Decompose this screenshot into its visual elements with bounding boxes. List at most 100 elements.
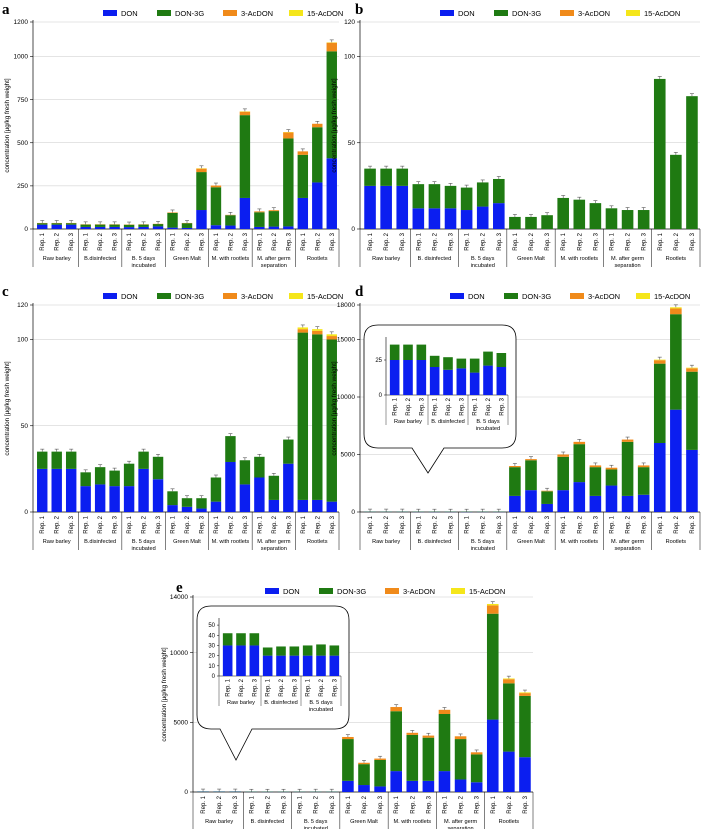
x-tick-label: Rep. 3 (593, 515, 599, 533)
inset-x-tick-label: Rep. 3 (332, 678, 338, 696)
x-tick-label: Rep. 3 (426, 795, 432, 813)
bar-don-3g (476, 182, 489, 207)
bar-don-3g (686, 96, 698, 229)
bar-don-3g (268, 211, 280, 227)
x-tick-label: Rep. 2 (185, 232, 191, 250)
bar-don (444, 208, 457, 229)
inset-group-label: B. disinfected (431, 419, 465, 425)
bar-don (326, 501, 337, 512)
bar-don-3g (297, 154, 309, 198)
inset-y-tick-label: 20 (208, 654, 215, 660)
x-tick-label: Rep. 1 (465, 232, 471, 250)
x-tick-label: Rep. 2 (142, 515, 148, 533)
bar-don-3g (80, 472, 91, 487)
bar-don-3g (519, 695, 531, 758)
bar-3-acdon (254, 211, 265, 213)
bar-3-acdon (210, 185, 222, 188)
bar-don (589, 495, 602, 512)
bar-don (123, 227, 135, 229)
legend-swatch (157, 293, 171, 299)
bar-don (686, 449, 698, 512)
bar-don (152, 479, 164, 512)
x-tick-label: Rep. 2 (98, 515, 104, 533)
inset-x-tick-label: Rep. 3 (419, 397, 425, 415)
bar-don (653, 443, 666, 512)
x-tick-label: Rep. 3 (156, 232, 162, 250)
inset-bar-don (416, 360, 427, 395)
x-tick-label: Rep. 2 (265, 795, 271, 813)
bar-don (65, 224, 77, 229)
bar-don-3g (573, 199, 586, 229)
x-tick-label: Rep. 2 (384, 515, 390, 533)
x-tick-label: Rep. 1 (416, 232, 422, 250)
bar-don (396, 185, 409, 229)
x-tick-label: Rep. 1 (513, 515, 519, 533)
group-label: Raw barley (205, 819, 233, 825)
legend-swatch (103, 293, 117, 299)
y-tick-label: 0 (24, 226, 28, 233)
y-tick-label: 750 (17, 97, 28, 104)
group-label: M. with rootlets (212, 256, 250, 262)
legend-label: 3-AcDON (241, 292, 273, 301)
x-tick-label: Rep. 2 (384, 232, 390, 250)
bar-don-3g (254, 212, 265, 227)
legend-label: DON-3G (337, 587, 366, 596)
x-tick-label: Rep. 3 (156, 515, 162, 533)
x-tick-label: Rep. 1 (201, 795, 207, 813)
bar-don (342, 780, 354, 792)
bar-15-acdon (297, 327, 309, 330)
bar-don-3g (80, 224, 91, 227)
bar-don (380, 185, 392, 229)
x-tick-label: Rep. 1 (442, 795, 448, 813)
x-tick-label: Rep. 2 (185, 515, 191, 533)
bar-don (509, 495, 521, 512)
bar-don-3g (51, 451, 62, 469)
y-tick-label: 100 (344, 54, 355, 61)
inset-x-tick-label: Rep. 1 (473, 397, 479, 415)
x-tick-label: Rep. 2 (217, 795, 223, 813)
x-tick-label: Rep. 3 (243, 232, 249, 250)
bar-don (94, 226, 106, 229)
legend-swatch (626, 10, 640, 16)
bar-don-3g (167, 491, 178, 506)
panel-letter: b (355, 2, 363, 18)
x-tick-label: Rep. 3 (497, 232, 503, 250)
inset-bar-don-3g (443, 357, 453, 370)
bar-don-3g (196, 498, 207, 509)
bar-don (454, 779, 467, 792)
bar-don (525, 490, 537, 512)
y-axis-label: concentration [µg/kg fresh weight] (4, 78, 11, 173)
legend-swatch (223, 293, 237, 299)
inset-bar-don (222, 645, 233, 676)
bar-don (37, 224, 48, 229)
bar-don-3g (181, 223, 193, 228)
inset-bar-don-3g (416, 344, 427, 360)
legend-swatch (265, 588, 279, 594)
inset-bar-don-3g (316, 644, 326, 656)
bar-don (621, 495, 634, 512)
bar-don (268, 226, 280, 229)
bar-don-3g (444, 185, 457, 209)
inset-bar-don-3g (289, 646, 300, 656)
bar-3-acdon (326, 42, 337, 52)
bar-don-3g (390, 711, 402, 772)
legend-label: DON-3G (522, 292, 551, 301)
x-tick-label: Rep. 1 (40, 232, 46, 250)
group-label: Rootlets (666, 256, 687, 262)
x-tick-label: Rep. 3 (199, 515, 205, 533)
group-label: Green Malt (173, 539, 201, 545)
y-tick-label: 14000 (170, 594, 188, 601)
bar-don (167, 227, 178, 229)
x-tick-label: Rep. 3 (642, 232, 648, 250)
bar-don (312, 499, 323, 512)
bar-3-acdon (573, 441, 586, 445)
bar-3-acdon (519, 693, 531, 696)
bar-don-3g (65, 451, 77, 469)
y-tick-label: 15000 (337, 337, 355, 344)
inset-e: 0 10 20 30 40 50 Rep. 1 Rep. 2 Rep. 3 Rep. 1 Rep. … (196, 605, 350, 761)
x-tick-label: Rep. 2 (626, 515, 632, 533)
group-label: B. disinfected (418, 539, 452, 545)
x-tick-label: Rep. 2 (55, 515, 61, 533)
y-tick-label: 500 (17, 140, 28, 147)
inset-y-tick-label: 30 (208, 643, 215, 649)
